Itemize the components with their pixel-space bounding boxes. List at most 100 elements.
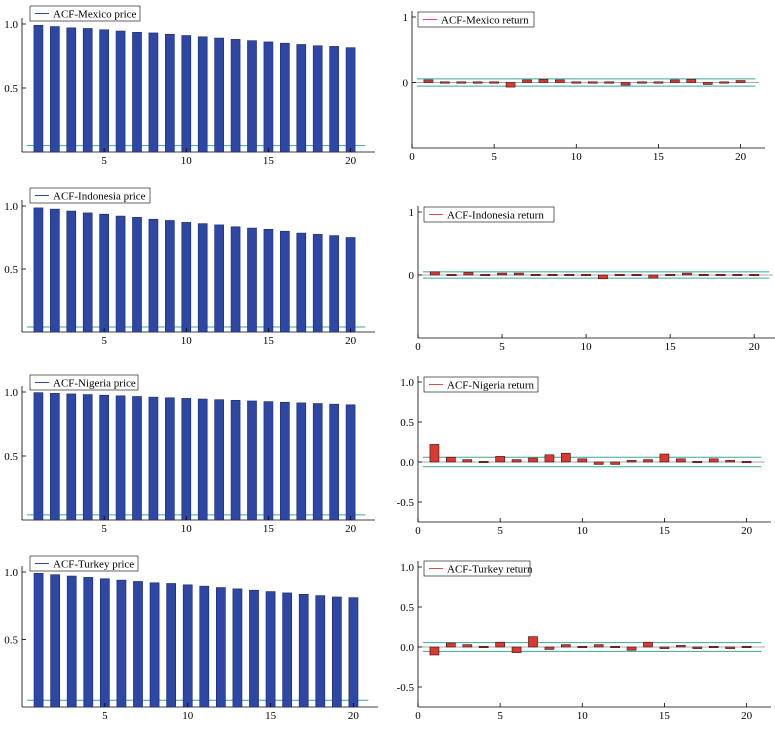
bar-lag-1 — [430, 647, 439, 655]
x-tick-label: 20 — [345, 155, 357, 167]
y-tick-label: 1.0 — [4, 201, 18, 213]
bar-lag-11 — [594, 462, 603, 464]
bar-lag-19 — [733, 274, 742, 275]
y-tick-label: 0.5 — [4, 264, 18, 276]
x-tick-label: 15 — [665, 341, 677, 353]
y-tick-label: 0.5 — [400, 602, 414, 614]
bar-lag-12 — [215, 400, 224, 520]
bar-lag-4 — [473, 82, 482, 83]
bar-lag-9 — [561, 645, 570, 647]
legend-label: ACF-Nigeria price — [53, 378, 136, 390]
x-tick-label: 20 — [735, 151, 747, 163]
bar-lag-19 — [726, 647, 735, 649]
bar-lag-9 — [561, 453, 570, 462]
x-tick-label: 0 — [409, 151, 415, 163]
bar-lag-1 — [34, 25, 43, 152]
x-tick-label: 10 — [181, 155, 193, 167]
x-tick-label: 15 — [263, 335, 275, 347]
bar-lag-2 — [440, 82, 449, 83]
bar-lag-1 — [34, 573, 43, 707]
bar-lag-12 — [611, 462, 620, 464]
bar-lag-2 — [446, 643, 455, 647]
bar-lag-1 — [34, 393, 43, 520]
y-tick-label: 0.5 — [4, 635, 18, 647]
bar-lag-9 — [165, 398, 174, 520]
bar-lag-6 — [116, 216, 125, 332]
bar-lag-9 — [165, 34, 174, 152]
x-tick-label: 10 — [577, 710, 589, 722]
legend: ACF-Nigeria price — [30, 375, 138, 390]
bar-lag-17 — [693, 647, 702, 649]
bar-lag-5 — [496, 456, 505, 462]
bar-lag-14 — [247, 401, 256, 520]
bar-lag-1 — [430, 272, 439, 275]
x-tick-label: 20 — [345, 335, 357, 347]
bar-lag-18 — [709, 646, 718, 647]
y-tick-label: 0.5 — [4, 83, 18, 95]
bar-lag-2 — [50, 393, 59, 520]
x-tick-label: 20 — [741, 525, 753, 537]
bar-lag-7 — [133, 581, 142, 707]
bar-lag-6 — [514, 273, 523, 275]
bar-lag-11 — [198, 399, 207, 520]
x-tick-label: 20 — [345, 523, 357, 535]
legend: ACF-Mexico return — [418, 12, 534, 27]
bar-lag-11 — [594, 645, 603, 647]
bar-lag-19 — [332, 597, 341, 707]
bar-lag-16 — [283, 593, 292, 707]
x-tick-label: 20 — [348, 710, 360, 722]
x-tick-label: 10 — [577, 525, 589, 537]
x-tick-label: 15 — [659, 525, 671, 537]
bar-lag-2 — [50, 27, 59, 152]
bar-lag-20 — [346, 405, 355, 520]
bar-lag-13 — [231, 39, 240, 152]
x-tick-label: 10 — [182, 710, 194, 722]
x-tick-label: 0 — [415, 710, 421, 722]
bar-lag-2 — [446, 457, 455, 462]
bar-lag-8 — [150, 583, 159, 707]
bar-lag-17 — [699, 274, 708, 275]
bar-lag-20 — [742, 646, 751, 647]
x-tick-label: 5 — [497, 525, 503, 537]
bar-lag-2 — [50, 209, 59, 332]
bar-lag-18 — [709, 459, 718, 462]
bar-lag-18 — [313, 46, 322, 152]
bar-lag-20 — [742, 461, 751, 462]
bar-lag-16 — [682, 273, 691, 275]
bar-lag-15 — [264, 42, 273, 152]
legend: ACF-Indonesia return — [424, 207, 554, 222]
bar-lag-4 — [84, 577, 93, 707]
bar-lag-1 — [424, 80, 433, 83]
y-tick-label: 0.0 — [400, 642, 414, 654]
bar-lag-17 — [299, 594, 308, 707]
bar-lag-8 — [545, 647, 554, 649]
bar-lag-13 — [627, 460, 636, 462]
y-tick-label: 1.0 — [4, 387, 18, 399]
bar-lag-15 — [264, 229, 273, 332]
bar-lag-20 — [736, 81, 745, 83]
bar-lag-2 — [51, 575, 60, 707]
bar-lag-12 — [605, 82, 614, 83]
bar-lag-10 — [182, 398, 191, 520]
bar-lag-13 — [632, 274, 641, 275]
bar-lag-11 — [198, 37, 207, 152]
bar-lag-16 — [280, 43, 289, 152]
bar-lag-13 — [231, 227, 240, 332]
bar-lag-10 — [182, 36, 191, 152]
bar-lag-20 — [346, 238, 355, 333]
bar-lag-13 — [233, 589, 242, 707]
bar-lag-1 — [430, 444, 439, 462]
bar-lag-18 — [313, 404, 322, 520]
y-tick-label: -0.5 — [397, 497, 415, 509]
bar-lag-15 — [264, 402, 273, 520]
bar-lag-7 — [531, 274, 540, 275]
bar-lag-5 — [490, 82, 499, 83]
bar-lag-7 — [132, 32, 141, 152]
